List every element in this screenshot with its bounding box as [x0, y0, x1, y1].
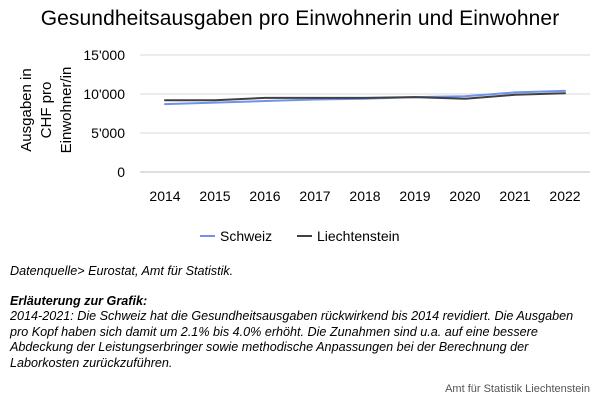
- gridlines: [140, 54, 590, 173]
- y-axis-label-line: CHF pro: [38, 82, 55, 139]
- x-tick-label: 2022: [549, 188, 580, 204]
- legend-label: Liechtenstein: [317, 228, 400, 244]
- legend-item: Liechtenstein: [297, 228, 400, 244]
- y-tick-label: 15'000: [83, 47, 125, 63]
- y-tick-label: 0: [117, 164, 125, 180]
- explanation-heading: Erläuterung zur Grafik:: [10, 293, 148, 308]
- series-line-liechtenstein: [164, 92, 566, 102]
- x-tick-label: 2014: [149, 188, 180, 204]
- x-tick-label: 2015: [199, 188, 230, 204]
- y-axis-ticks: 0 5'000 10'000 15'000: [83, 47, 125, 180]
- y-tick-label: 5'000: [91, 125, 125, 141]
- x-tick-label: 2016: [249, 188, 280, 204]
- x-tick-label: 2021: [499, 188, 530, 204]
- chart-notes: Datenquelle> Eurostat, Amt für Statistik…: [10, 264, 594, 371]
- x-tick-label: 2018: [349, 188, 380, 204]
- y-tick-label: 10'000: [83, 86, 125, 102]
- y-axis-label-line: Einwohner/in: [58, 67, 75, 154]
- x-tick-label: 2017: [299, 188, 330, 204]
- y-axis-label-line: Ausgaben in: [18, 68, 35, 151]
- footer-credit: Amt für Statistik Liechtenstein: [445, 383, 590, 395]
- y-axis-label: Ausgaben in CHF pro Einwohner/in: [18, 67, 75, 154]
- legend: Schweiz Liechtenstein: [200, 228, 400, 244]
- x-tick-label: 2020: [449, 188, 480, 204]
- explanation-text: 2014-2021: Die Schweiz hat die Gesundhei…: [10, 309, 574, 370]
- x-tick-label: 2019: [399, 188, 430, 204]
- x-axis-ticks: 2014 2015 2016 2017 2018 2019 2020 2021 2022: [149, 188, 580, 204]
- data-source: Datenquelle> Eurostat, Amt für Statistik…: [10, 264, 234, 278]
- legend-label: Schweiz: [220, 228, 272, 244]
- chart-title: Gesundheitsausgaben pro Einwohnerin und …: [40, 7, 560, 30]
- legend-item: Schweiz: [200, 228, 272, 244]
- series-lines: [164, 89, 566, 106]
